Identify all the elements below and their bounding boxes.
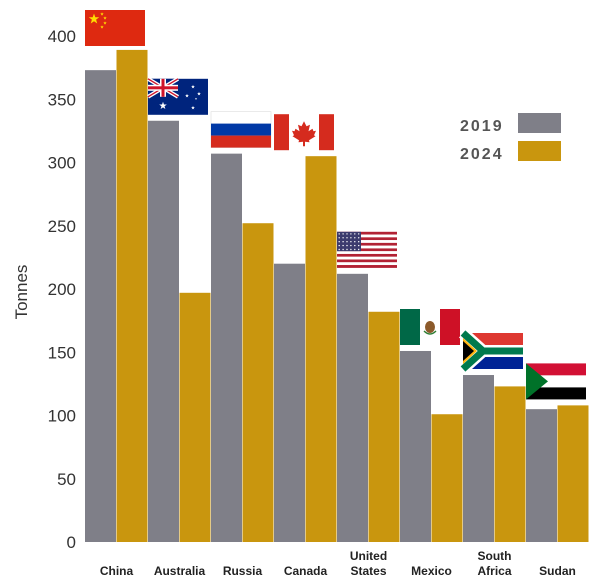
flags-group <box>85 10 586 400</box>
sudan-flag-icon <box>526 363 586 400</box>
y-tick-label: 250 <box>48 217 76 236</box>
bar-australia-2024 <box>179 292 211 542</box>
bar-united-states-2019 <box>337 273 368 542</box>
bar-united-states-2024 <box>368 311 400 542</box>
category-label: Canada <box>284 564 328 578</box>
category-label: South <box>478 549 512 563</box>
category-label: States <box>350 564 386 578</box>
y-tick-label: 350 <box>48 90 76 109</box>
y-tick-label: 50 <box>57 470 76 489</box>
bar-russia-2024 <box>242 223 274 542</box>
bar-china-2019 <box>85 70 116 542</box>
category-label: Russia <box>223 564 263 578</box>
bar-mexico-2019 <box>400 350 431 542</box>
canada-flag-icon <box>274 114 334 151</box>
russia-flag-icon <box>210 111 272 148</box>
china-flag-icon <box>85 10 145 46</box>
legend-label-2024: 2024 <box>460 146 504 163</box>
y-tick-label: 300 <box>48 154 76 173</box>
united-states-flag-icon <box>337 231 397 268</box>
bar-sudan-2024 <box>557 405 589 542</box>
bar-australia-2019 <box>148 120 179 542</box>
bar-sudan-2019 <box>526 409 557 542</box>
bar-russia-2019 <box>211 153 242 542</box>
legend-label-2019: 2019 <box>460 118 504 135</box>
legend: 2019 2024 <box>460 113 561 163</box>
south-africa-flag-icon <box>458 328 523 374</box>
legend-swatch-2024 <box>518 141 561 161</box>
y-axis-ticks: 0 50 100 150 200 250 300 350 400 <box>48 27 76 552</box>
bar-south-africa-2024 <box>494 386 526 542</box>
category-label: Mexico <box>411 564 452 578</box>
bar-south-africa-2019 <box>463 375 494 542</box>
bars-group <box>85 49 589 543</box>
mexico-flag-icon <box>400 309 460 345</box>
category-label: Australia <box>154 564 206 578</box>
category-label: China <box>100 564 134 578</box>
australia-flag-icon <box>146 77 208 115</box>
bar-china-2024 <box>116 49 148 542</box>
category-label: Africa <box>477 564 511 578</box>
bar-mexico-2024 <box>431 414 463 542</box>
y-tick-label: 0 <box>67 533 76 552</box>
legend-swatch-2019 <box>518 113 561 133</box>
category-label: Sudan <box>539 564 576 578</box>
y-tick-label: 400 <box>48 27 76 46</box>
category-label: United <box>350 549 387 563</box>
bar-canada-2019 <box>274 263 305 542</box>
bar-canada-2024 <box>305 156 337 543</box>
y-tick-label: 100 <box>48 407 76 426</box>
y-tick-label: 150 <box>48 343 76 362</box>
y-tick-label: 200 <box>48 280 76 299</box>
y-axis-title: Tonnes <box>12 265 31 320</box>
